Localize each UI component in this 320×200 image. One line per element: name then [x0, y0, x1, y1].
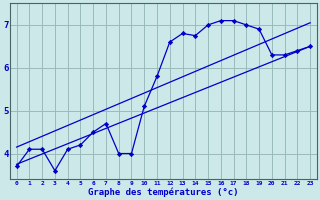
X-axis label: Graphe des températures (°c): Graphe des températures (°c)	[88, 187, 239, 197]
